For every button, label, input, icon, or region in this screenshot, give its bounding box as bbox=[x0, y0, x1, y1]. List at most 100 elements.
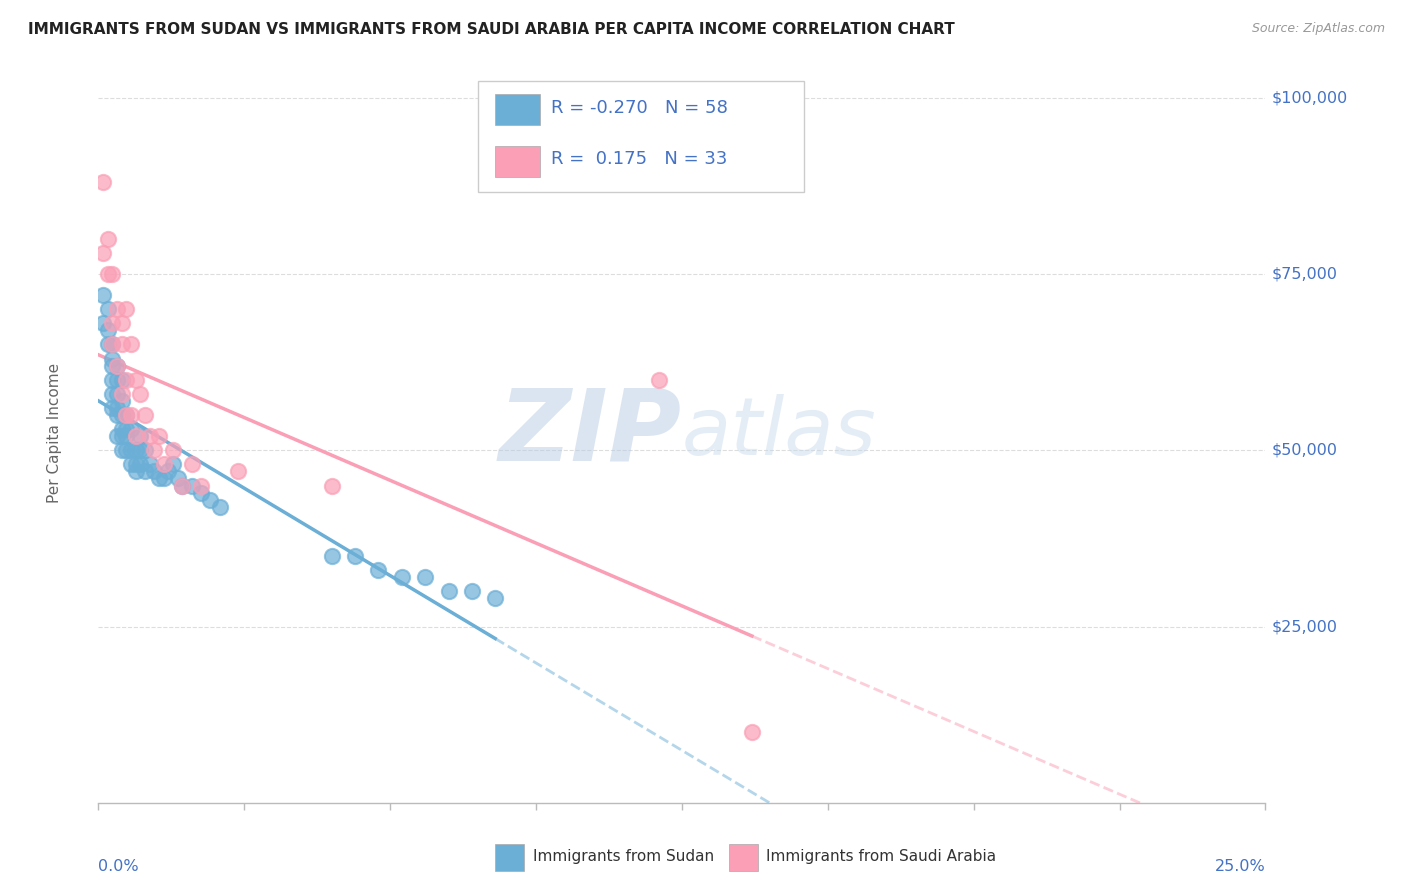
Point bbox=[125, 373, 148, 387]
Point bbox=[152, 471, 174, 485]
Point bbox=[228, 464, 250, 478]
Point bbox=[111, 408, 134, 422]
Point bbox=[157, 464, 180, 478]
Bar bbox=[495, 146, 540, 178]
Point bbox=[97, 337, 120, 351]
Point bbox=[97, 302, 120, 317]
Text: 25.0%: 25.0% bbox=[1215, 859, 1265, 874]
Point bbox=[134, 443, 156, 458]
Point bbox=[105, 359, 128, 373]
Point bbox=[120, 458, 142, 472]
Point bbox=[115, 302, 138, 317]
Point bbox=[111, 443, 134, 458]
Text: R =  0.175   N = 33: R = 0.175 N = 33 bbox=[551, 150, 727, 168]
Text: ZIP: ZIP bbox=[499, 384, 682, 481]
Point bbox=[91, 175, 114, 189]
Point bbox=[101, 337, 124, 351]
Point bbox=[101, 267, 124, 281]
Point bbox=[97, 267, 120, 281]
Point bbox=[101, 401, 124, 415]
Point bbox=[172, 478, 194, 492]
Point bbox=[208, 500, 231, 514]
Text: Source: ZipAtlas.com: Source: ZipAtlas.com bbox=[1251, 22, 1385, 36]
Point bbox=[120, 443, 142, 458]
Point bbox=[134, 464, 156, 478]
Point bbox=[125, 458, 148, 472]
Point bbox=[91, 245, 114, 260]
Point bbox=[190, 478, 212, 492]
Point bbox=[172, 478, 194, 492]
Point bbox=[101, 373, 124, 387]
Point bbox=[120, 408, 142, 422]
Point bbox=[105, 408, 128, 422]
Point bbox=[101, 337, 124, 351]
Text: $50,000: $50,000 bbox=[1271, 442, 1337, 458]
Text: Immigrants from Saudi Arabia: Immigrants from Saudi Arabia bbox=[766, 848, 995, 863]
Text: Per Capita Income: Per Capita Income bbox=[46, 362, 62, 503]
Point bbox=[91, 316, 114, 330]
Point bbox=[115, 408, 138, 422]
Point bbox=[101, 351, 124, 366]
Point bbox=[105, 302, 128, 317]
Point bbox=[152, 458, 174, 472]
Point bbox=[190, 485, 212, 500]
Point bbox=[413, 570, 436, 584]
Point bbox=[129, 458, 152, 472]
Point bbox=[111, 316, 134, 330]
Point bbox=[101, 359, 124, 373]
Point bbox=[321, 549, 343, 563]
Point bbox=[129, 387, 152, 401]
Point bbox=[148, 471, 170, 485]
Point bbox=[484, 591, 506, 606]
Point bbox=[97, 323, 120, 337]
Point bbox=[105, 401, 128, 415]
Point bbox=[143, 464, 166, 478]
Point bbox=[162, 458, 184, 472]
Point bbox=[111, 393, 134, 408]
Point bbox=[461, 584, 484, 599]
Point bbox=[148, 429, 170, 443]
Point bbox=[166, 471, 188, 485]
Point bbox=[180, 458, 202, 472]
Point bbox=[115, 422, 138, 436]
Point bbox=[115, 443, 138, 458]
Point bbox=[111, 387, 134, 401]
Point bbox=[129, 429, 152, 443]
Bar bbox=[495, 95, 540, 126]
Point bbox=[134, 408, 156, 422]
Point bbox=[105, 359, 128, 373]
Bar bbox=[495, 844, 524, 871]
Text: $25,000: $25,000 bbox=[1271, 619, 1337, 634]
Point bbox=[120, 422, 142, 436]
Point bbox=[111, 337, 134, 351]
Point bbox=[139, 429, 162, 443]
Point bbox=[162, 443, 184, 458]
Text: $75,000: $75,000 bbox=[1271, 267, 1337, 282]
Point bbox=[115, 373, 138, 387]
Point bbox=[111, 422, 134, 436]
Point bbox=[115, 429, 138, 443]
Point bbox=[741, 725, 763, 739]
Text: IMMIGRANTS FROM SUDAN VS IMMIGRANTS FROM SAUDI ARABIA PER CAPITA INCOME CORRELAT: IMMIGRANTS FROM SUDAN VS IMMIGRANTS FROM… bbox=[28, 22, 955, 37]
Point bbox=[125, 443, 148, 458]
Point bbox=[111, 373, 134, 387]
FancyBboxPatch shape bbox=[478, 81, 804, 192]
Point bbox=[391, 570, 413, 584]
Point bbox=[111, 429, 134, 443]
Point bbox=[120, 337, 142, 351]
Point bbox=[105, 387, 128, 401]
Point bbox=[321, 478, 343, 492]
Bar bbox=[728, 844, 758, 871]
Point bbox=[105, 429, 128, 443]
Point bbox=[139, 458, 162, 472]
Point bbox=[101, 316, 124, 330]
Point bbox=[91, 288, 114, 302]
Point bbox=[125, 429, 148, 443]
Point bbox=[105, 373, 128, 387]
Point bbox=[143, 443, 166, 458]
Point bbox=[101, 387, 124, 401]
Text: Immigrants from Sudan: Immigrants from Sudan bbox=[533, 848, 714, 863]
Point bbox=[367, 563, 389, 577]
Text: 0.0%: 0.0% bbox=[98, 859, 139, 874]
Point bbox=[344, 549, 367, 563]
